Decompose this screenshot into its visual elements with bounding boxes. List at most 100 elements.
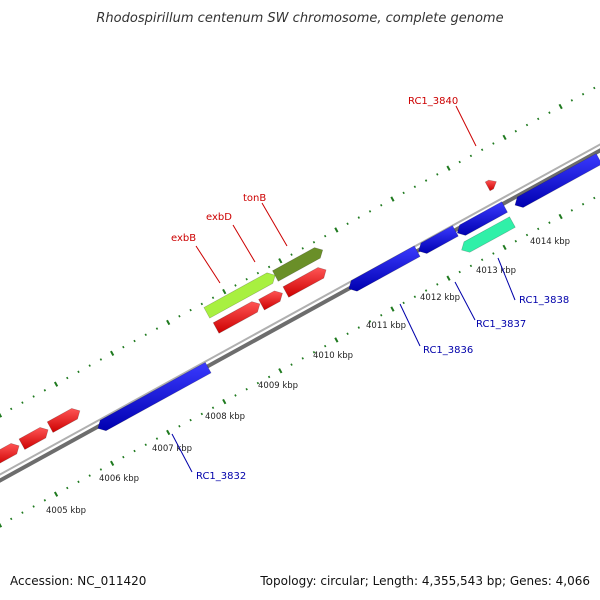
inner-tick bbox=[10, 517, 13, 521]
inner-tick bbox=[122, 455, 125, 459]
gene-label-exbb[interactable]: exbB bbox=[171, 233, 196, 244]
outer-tick bbox=[256, 271, 260, 275]
exbB-gene bbox=[203, 272, 276, 319]
outer-tick bbox=[469, 154, 473, 158]
outer-tick bbox=[502, 134, 507, 141]
tick-label: 4012 kbp bbox=[420, 293, 460, 303]
inner-tick bbox=[469, 264, 473, 268]
forward-gene bbox=[282, 267, 327, 298]
tick-label: 4008 kbp bbox=[205, 412, 245, 422]
rc1-3838-gene bbox=[456, 201, 508, 236]
inner-tick bbox=[346, 332, 349, 336]
outer-tick bbox=[77, 370, 80, 374]
outer-tick bbox=[390, 196, 395, 202]
outer-tick bbox=[548, 111, 551, 114]
forward-gene bbox=[0, 443, 20, 464]
inner-tick bbox=[200, 412, 204, 416]
inner-tick bbox=[144, 443, 147, 447]
outer-tick bbox=[458, 160, 461, 164]
inner-tick bbox=[402, 301, 405, 305]
gene-label-rc1-3837[interactable]: RC1_3837 bbox=[476, 319, 526, 330]
inner-tick bbox=[380, 313, 383, 317]
inner-tick bbox=[278, 368, 283, 374]
tick-label: 4013 kbp bbox=[476, 266, 516, 276]
forward-gene bbox=[212, 301, 261, 334]
inner-tick bbox=[267, 375, 271, 379]
outer-tick bbox=[155, 327, 159, 330]
outer-tick bbox=[593, 86, 596, 90]
outer-tick bbox=[222, 288, 227, 295]
inner-tick bbox=[548, 221, 551, 224]
leader-line bbox=[232, 224, 256, 263]
outer-tick bbox=[166, 319, 171, 326]
inner-tick bbox=[32, 505, 35, 508]
outer-tick bbox=[144, 333, 147, 337]
outer-tick bbox=[323, 234, 327, 238]
inner-tick bbox=[88, 474, 91, 477]
label-leaders bbox=[171, 105, 516, 473]
inner-tick bbox=[514, 239, 517, 243]
tick-labels: 4005 kbp 4006 kbp 4007 kbp 4008 kbp 4009 kbp… bbox=[46, 237, 570, 516]
outer-tick bbox=[10, 407, 13, 411]
rc1-3832-gene bbox=[97, 361, 212, 432]
inner-tick bbox=[492, 252, 495, 255]
outer-tick bbox=[178, 315, 181, 318]
leader-line bbox=[455, 105, 477, 147]
gene-label-rc1-3840[interactable]: RC1_3840 bbox=[408, 96, 458, 107]
rc1-3840-gene bbox=[484, 179, 497, 192]
teal-gene bbox=[461, 216, 516, 253]
outer-tick bbox=[436, 173, 439, 176]
leader-line bbox=[261, 202, 288, 247]
inner-tick bbox=[436, 283, 439, 286]
gene-label-rc1-3836[interactable]: RC1_3836 bbox=[423, 345, 473, 356]
outer-tick bbox=[211, 296, 215, 300]
inner-tick bbox=[189, 418, 192, 422]
tick-label: 4006 kbp bbox=[99, 474, 139, 484]
inner-tick bbox=[446, 275, 451, 281]
tonB-gene bbox=[272, 247, 324, 282]
inner-tick bbox=[334, 337, 339, 343]
inner-tick bbox=[424, 289, 428, 292]
inner-tick bbox=[256, 381, 260, 385]
gene-features bbox=[0, 153, 600, 464]
outer-tick bbox=[558, 103, 563, 110]
inner-tick bbox=[155, 437, 159, 440]
inner-tick bbox=[110, 460, 115, 466]
outer-tick bbox=[446, 165, 451, 171]
inner-tick bbox=[43, 499, 47, 502]
outer-tick bbox=[581, 92, 585, 96]
gene-label-tonb[interactable]: tonB bbox=[243, 193, 266, 204]
gene-label-rc1-3838[interactable]: RC1_3838 bbox=[519, 295, 569, 306]
inner-tick bbox=[234, 394, 237, 397]
inner-tick bbox=[21, 511, 24, 514]
outer-tick bbox=[537, 117, 540, 121]
outer-tick bbox=[357, 216, 360, 219]
outer-tick bbox=[200, 302, 204, 306]
inner-tick bbox=[301, 357, 304, 360]
inner-tick bbox=[53, 491, 59, 497]
inner-tick bbox=[133, 449, 136, 453]
tick-label: 4011 kbp bbox=[366, 321, 406, 331]
outer-tick bbox=[424, 179, 428, 182]
gene-label-rc1-3832[interactable]: RC1_3832 bbox=[196, 471, 246, 482]
outer-tick bbox=[514, 129, 517, 133]
outer-tick bbox=[492, 142, 495, 145]
inner-tick bbox=[525, 233, 529, 237]
gene-label-exbd[interactable]: exbD bbox=[206, 212, 232, 223]
inner-tick bbox=[66, 486, 69, 490]
rc1-3836-gene bbox=[348, 245, 421, 292]
tick-label: 4010 kbp bbox=[313, 351, 353, 361]
inner-tick bbox=[413, 295, 417, 298]
outer-tick bbox=[53, 381, 59, 387]
reverse-gene bbox=[514, 153, 600, 208]
rc1-3837-gene bbox=[418, 225, 459, 254]
outer-tick bbox=[88, 364, 91, 367]
accession-text: Accession: NC_011420 bbox=[10, 574, 146, 588]
inner-tick bbox=[312, 350, 316, 354]
outer-tick bbox=[290, 253, 293, 256]
leader-line bbox=[454, 281, 476, 321]
inner-tick bbox=[581, 202, 585, 206]
outer-tick bbox=[43, 389, 47, 392]
outer-tick bbox=[334, 227, 339, 233]
genome-summary-text: Topology: circular; Length: 4,355,543 bp… bbox=[259, 574, 590, 588]
